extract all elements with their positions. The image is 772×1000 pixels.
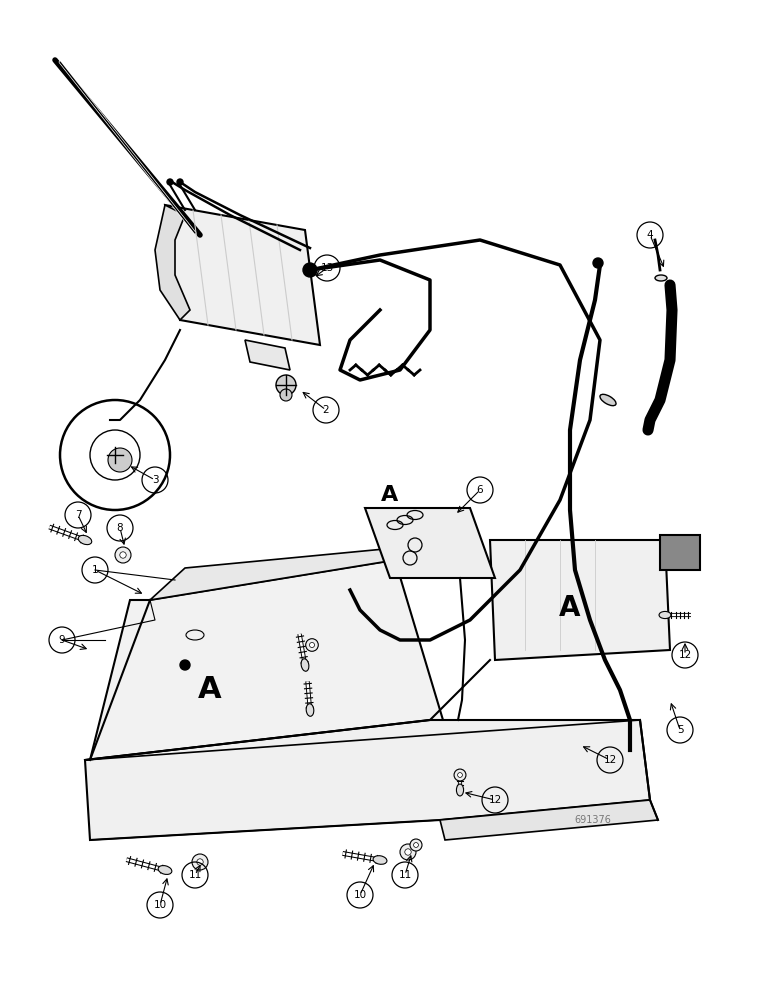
Ellipse shape <box>655 275 667 281</box>
Circle shape <box>276 375 296 395</box>
Ellipse shape <box>301 659 309 671</box>
Ellipse shape <box>78 535 92 545</box>
Circle shape <box>400 844 416 860</box>
Text: 6: 6 <box>476 485 483 495</box>
Circle shape <box>405 849 411 855</box>
Polygon shape <box>150 548 395 600</box>
Polygon shape <box>365 508 495 578</box>
Circle shape <box>414 843 418 847</box>
Ellipse shape <box>158 866 172 874</box>
Polygon shape <box>155 205 190 320</box>
Text: 12: 12 <box>679 650 692 660</box>
Text: A: A <box>381 485 398 505</box>
Circle shape <box>180 660 190 670</box>
Circle shape <box>177 179 183 185</box>
Text: 3: 3 <box>151 475 158 485</box>
Circle shape <box>593 258 603 268</box>
Text: 5: 5 <box>677 725 683 735</box>
Circle shape <box>192 854 208 870</box>
Text: 1: 1 <box>92 565 98 575</box>
Text: 691376: 691376 <box>574 815 611 825</box>
Ellipse shape <box>600 394 616 406</box>
Circle shape <box>115 547 131 563</box>
Ellipse shape <box>659 611 671 619</box>
Ellipse shape <box>306 704 313 716</box>
Polygon shape <box>440 800 658 840</box>
Polygon shape <box>490 540 670 660</box>
Polygon shape <box>85 720 650 840</box>
Text: 12: 12 <box>489 795 502 805</box>
Ellipse shape <box>373 856 387 864</box>
Text: 11: 11 <box>188 870 201 880</box>
Polygon shape <box>245 340 290 370</box>
Polygon shape <box>90 560 455 820</box>
Text: 10: 10 <box>154 900 167 910</box>
Circle shape <box>454 769 466 781</box>
Circle shape <box>410 839 422 851</box>
Circle shape <box>197 859 203 865</box>
Text: 4: 4 <box>647 230 653 240</box>
Circle shape <box>280 389 292 401</box>
Text: 7: 7 <box>75 510 81 520</box>
Circle shape <box>310 642 314 648</box>
Polygon shape <box>165 205 320 345</box>
Text: 10: 10 <box>354 890 367 900</box>
Text: A: A <box>198 676 222 704</box>
Text: 12: 12 <box>604 755 617 765</box>
Text: 9: 9 <box>59 635 66 645</box>
Ellipse shape <box>456 784 463 796</box>
Polygon shape <box>660 535 700 570</box>
Circle shape <box>167 179 173 185</box>
Text: 11: 11 <box>398 870 411 880</box>
Text: 8: 8 <box>117 523 124 533</box>
Circle shape <box>458 773 462 777</box>
Text: 2: 2 <box>323 405 330 415</box>
Text: 13: 13 <box>320 263 334 273</box>
Circle shape <box>306 639 318 651</box>
Text: A: A <box>559 594 581 622</box>
Circle shape <box>303 263 317 277</box>
Circle shape <box>120 552 126 558</box>
Circle shape <box>108 448 132 472</box>
